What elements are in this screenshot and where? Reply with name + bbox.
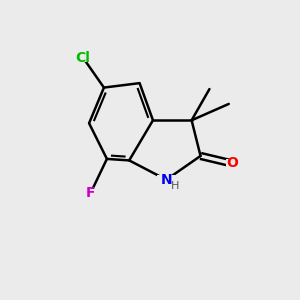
Bar bbox=[86, 189, 95, 197]
Text: N: N bbox=[160, 173, 172, 187]
Text: H: H bbox=[170, 181, 179, 191]
Bar bbox=[226, 159, 237, 168]
Text: F: F bbox=[86, 186, 95, 200]
Text: O: O bbox=[226, 156, 238, 170]
Bar bbox=[76, 53, 91, 62]
Text: Cl: Cl bbox=[76, 51, 91, 65]
Bar bbox=[158, 175, 175, 184]
